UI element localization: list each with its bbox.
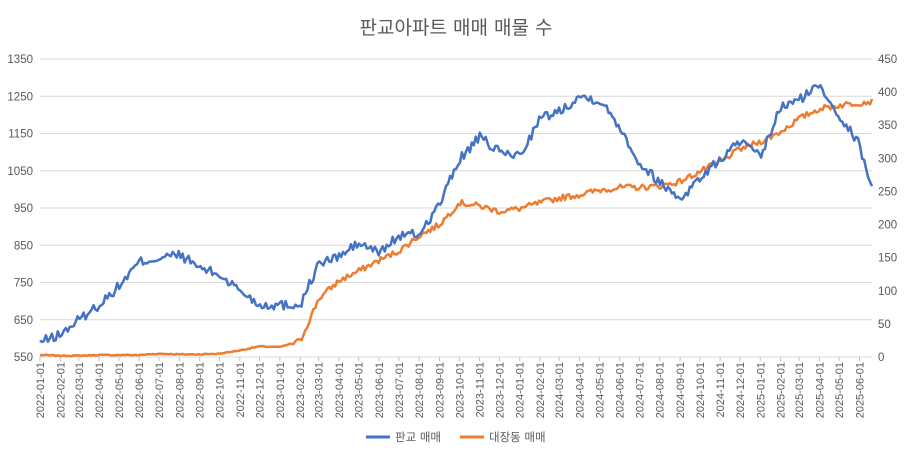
x-tick-label: 2024-12-01 (735, 362, 747, 418)
x-tick-label: 2023-10-01 (454, 362, 466, 418)
x-tick-label: 2023-05-01 (354, 362, 366, 418)
x-tick-label: 2024-07-01 (634, 362, 646, 418)
y-right-tick-label: 200 (878, 220, 897, 232)
x-tick-label: 2023-03-01 (314, 362, 326, 418)
x-tick-label: 2024-06-01 (615, 362, 627, 418)
y-left-tick-label: 1150 (8, 129, 33, 141)
x-tick-label: 2022-11-01 (235, 362, 247, 417)
x-tick-label: 2022-06-01 (134, 362, 146, 418)
x-tick-label: 2025-04-01 (814, 362, 826, 418)
y-left-tick-label: 950 (14, 203, 33, 215)
y-right-tick-label: 0 (878, 352, 884, 364)
x-tick-label: 2025-03-01 (794, 362, 806, 418)
x-tick-label: 2024-01-01 (515, 362, 527, 418)
x-tick-label: 2022-10-01 (214, 362, 226, 418)
x-tick-label: 2023-01-01 (275, 362, 287, 418)
x-tick-label: 2023-09-01 (435, 362, 447, 418)
y-left-tick-label: 850 (14, 240, 33, 252)
x-tick-label: 2024-09-01 (675, 362, 687, 418)
x-tick-label: 2022-01-01 (35, 362, 47, 418)
x-tick-label: 2024-10-01 (695, 362, 707, 418)
y-right-tick-label: 250 (878, 186, 897, 198)
x-tick-label: 2022-02-01 (55, 362, 67, 418)
y-right-tick-label: 100 (878, 286, 897, 298)
y-right-tick-label: 50 (878, 319, 891, 331)
y-left-tick-label: 1050 (7, 166, 33, 178)
legend-label-pangyo: 판교 매매 (395, 430, 441, 444)
x-tick-label: 2022-03-01 (74, 362, 86, 418)
x-tick-label: 2022-09-01 (195, 362, 207, 418)
y-right-tick-label: 300 (878, 153, 897, 165)
chart-title: 판교아파트 매매 매물 수 (360, 17, 553, 39)
x-tick-label: 2023-06-01 (374, 362, 386, 418)
x-tick-label: 2022-05-01 (114, 362, 126, 418)
y-right-tick-label: 350 (878, 120, 897, 132)
x-tick-label: 2024-05-01 (594, 362, 606, 418)
series-line-daejang (39, 98, 874, 358)
y-left-tick-label: 650 (14, 315, 33, 327)
x-tick-label: 2023-07-01 (394, 362, 406, 418)
x-tick-label: 2023-08-01 (414, 362, 426, 418)
series-line-pangyo (39, 83, 874, 344)
x-tick-label: 2023-02-01 (295, 362, 307, 418)
legend-label-daejang: 대장동 매매 (489, 430, 546, 444)
y-left-tick-label: 1250 (7, 91, 33, 103)
x-tick-label: 2024-02-01 (535, 362, 547, 418)
x-tick-label: 2025-02-01 (776, 362, 788, 418)
x-tick-label: 2022-07-01 (154, 362, 166, 418)
x-tick-label: 2025-06-01 (855, 362, 867, 418)
x-tick-label: 2025-01-01 (755, 362, 767, 418)
x-tick-label: 2025-05-01 (834, 362, 846, 418)
y-right-tick-label: 150 (878, 253, 897, 265)
x-tick-label: 2022-08-01 (174, 362, 186, 418)
x-tick-label: 2023-11-01 (475, 362, 487, 417)
x-tick-label: 2023-04-01 (334, 362, 346, 418)
x-tick-label: 2022-12-01 (255, 362, 267, 418)
x-tick-label: 2023-12-01 (494, 362, 506, 418)
y-left-tick-label: 750 (14, 278, 33, 290)
x-tick-label: 2022-04-01 (94, 362, 106, 418)
y-right-tick-label: 450 (878, 54, 897, 66)
x-tick-label: 2024-04-01 (575, 362, 587, 418)
y-left-tick-label: 550 (14, 352, 33, 364)
y-left-tick-label: 1350 (7, 54, 33, 66)
y-right-tick-label: 400 (878, 87, 897, 99)
x-tick-label: 2024-08-01 (655, 362, 667, 418)
x-tick-label: 2024-11-01 (715, 362, 727, 417)
x-tick-label: 2024-03-01 (554, 362, 566, 418)
